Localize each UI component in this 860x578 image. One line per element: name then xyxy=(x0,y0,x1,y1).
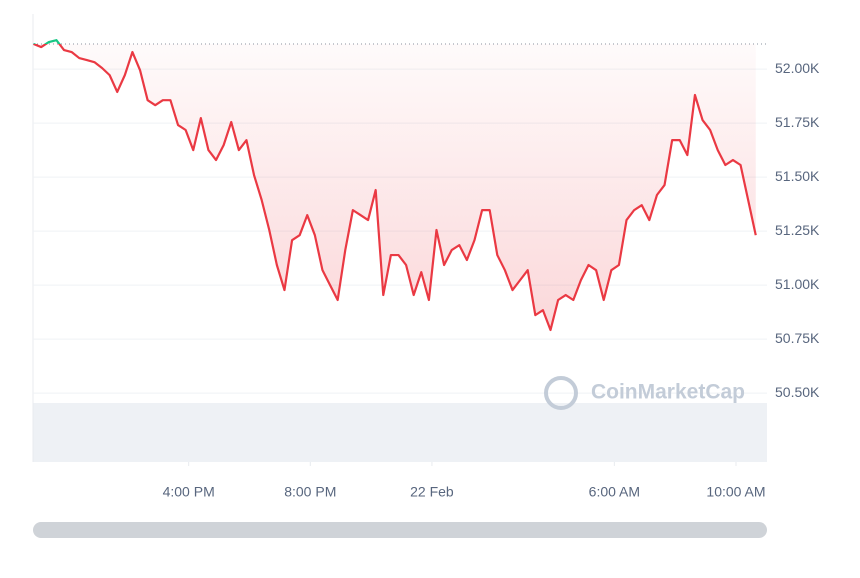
y-tick-label: 51.50K xyxy=(775,168,820,184)
y-tick-label: 50.50K xyxy=(775,384,820,400)
watermark: CoinMarketCap xyxy=(591,381,745,404)
x-tick-label: 8:00 PM xyxy=(284,484,336,500)
x-tick-label: 22 Feb xyxy=(410,484,454,500)
y-tick-label: 51.75K xyxy=(775,114,820,130)
x-tick-label: 4:00 PM xyxy=(163,484,215,500)
x-tick-label: 6:00 AM xyxy=(589,484,640,500)
y-tick-label: 51.00K xyxy=(775,276,820,292)
volume-band xyxy=(33,403,767,462)
watermark-logo xyxy=(544,376,578,410)
price-line xyxy=(33,39,757,332)
scrollbar[interactable] xyxy=(33,522,767,538)
y-tick-label: 51.25K xyxy=(775,222,820,238)
x-tick-label: 10:00 AM xyxy=(706,484,765,500)
y-tick-label: 52.00K xyxy=(775,60,820,76)
area xyxy=(33,40,756,331)
y-tick-label: 50.75K xyxy=(775,330,820,346)
